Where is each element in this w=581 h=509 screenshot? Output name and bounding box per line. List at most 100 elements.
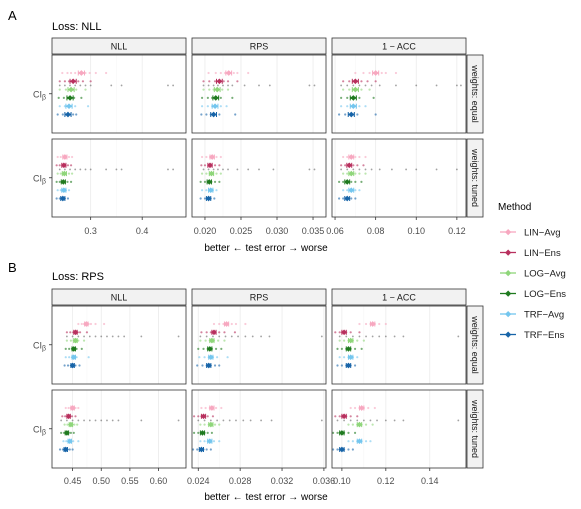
grey-point: [362, 419, 365, 422]
data-point: [59, 155, 62, 159]
data-point: [202, 347, 205, 350]
mean-marker: [341, 329, 347, 336]
data-point: [214, 347, 218, 350]
mean-marker: [209, 405, 215, 411]
data-point: [74, 406, 77, 410]
data-point: [336, 431, 339, 434]
mean-marker: [210, 111, 217, 118]
grey-point: [89, 168, 92, 171]
x-tick-label: 0.024: [187, 476, 210, 486]
panel-border: [331, 305, 467, 385]
data-point: [66, 180, 69, 183]
data-point: [349, 406, 352, 410]
grey-point: [369, 419, 372, 422]
data-point: [213, 364, 217, 367]
data-point: [77, 406, 80, 410]
grey-point: [231, 84, 234, 87]
legend-key-marker: [505, 229, 512, 236]
data-point: [66, 71, 69, 75]
data-point: [356, 164, 359, 167]
panel-border: [191, 54, 327, 134]
mean-marker: [69, 405, 76, 411]
x-tick-label: 0.030: [266, 226, 289, 236]
panel-border: [191, 138, 327, 218]
mean-marker: [223, 321, 230, 327]
data-point: [338, 339, 341, 342]
data-point: [66, 164, 70, 167]
data-point: [78, 364, 81, 367]
data-point: [218, 322, 221, 326]
mean-marker: [70, 354, 77, 361]
data-point: [236, 71, 239, 75]
data-point: [201, 364, 204, 367]
data-point: [336, 347, 339, 350]
data-point: [380, 71, 383, 75]
grey-point: [65, 419, 68, 422]
legend-item: TRF−Avg: [500, 310, 564, 321]
data-point: [61, 415, 64, 418]
grey-point: [402, 419, 405, 422]
grey-point: [84, 168, 87, 171]
data-point: [219, 172, 222, 175]
panel-border: [331, 54, 467, 134]
grey-point: [84, 84, 87, 87]
mean-marker: [348, 187, 355, 194]
data-point: [203, 423, 206, 426]
grey-point: [365, 335, 367, 338]
mean-marker: [339, 446, 345, 453]
panel-background: [332, 55, 466, 133]
grey-point: [77, 335, 80, 338]
grey-point: [117, 419, 120, 422]
grey-point: [74, 84, 77, 87]
data-point: [200, 105, 204, 108]
panel-background: [332, 306, 466, 384]
grey-point: [346, 84, 349, 87]
data-point: [342, 155, 345, 159]
data-point: [66, 364, 70, 367]
grey-point: [384, 335, 387, 338]
grey-point: [345, 335, 348, 338]
x-tick-label: 0.08: [367, 226, 385, 236]
grey-point: [457, 419, 460, 422]
x-tick-label: 0.12: [377, 476, 395, 486]
data-point: [347, 423, 350, 426]
data-point: [197, 347, 200, 350]
data-point: [334, 331, 337, 334]
grey-point: [415, 168, 418, 171]
mean-marker: [350, 103, 357, 110]
data-point: [347, 440, 350, 443]
data-point: [71, 155, 74, 159]
grey-point: [106, 335, 108, 338]
data-point: [191, 448, 195, 451]
data-point: [192, 415, 196, 418]
x-tick-label: 0.025: [230, 226, 253, 236]
data-point: [203, 356, 206, 359]
grey-point: [94, 419, 97, 422]
panel-b-nll-equal: CIβ: [33, 305, 187, 385]
grey-point: [177, 419, 180, 422]
grey-point: [370, 84, 373, 87]
grey-point: [167, 168, 169, 171]
data-point: [236, 80, 239, 83]
mean-marker: [64, 430, 70, 436]
x-tick-label: 0.036: [313, 476, 336, 486]
data-point: [233, 331, 237, 334]
y-tick-label: CIβ: [33, 173, 46, 185]
mean-marker: [341, 413, 347, 420]
mean-marker: [211, 329, 217, 336]
data-point: [60, 431, 63, 434]
data-point: [342, 339, 346, 342]
grey-point: [242, 419, 245, 422]
mean-marker: [209, 337, 215, 344]
grey-point: [202, 168, 205, 171]
data-point: [247, 71, 250, 75]
panel-b-rps-tuned: [191, 389, 327, 469]
grey-point: [405, 168, 408, 171]
data-point: [58, 80, 61, 83]
legend-item-label: TRF−Ens: [524, 330, 565, 341]
row-strip-label: weights: tuned: [470, 399, 480, 458]
data-point: [367, 406, 370, 410]
data-point: [200, 406, 203, 410]
data-point: [66, 197, 70, 200]
grey-point: [235, 419, 237, 422]
